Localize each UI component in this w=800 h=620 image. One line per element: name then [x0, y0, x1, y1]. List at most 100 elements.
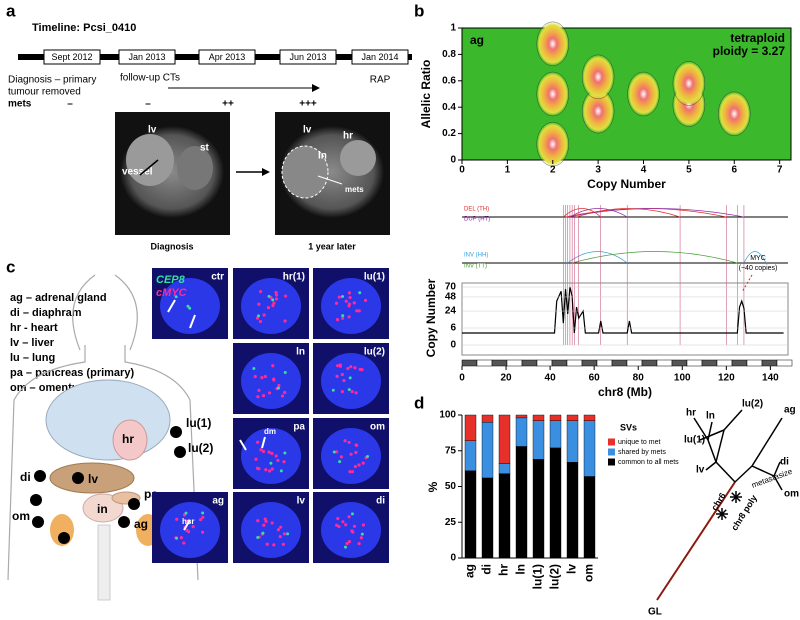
nucleus	[321, 278, 381, 334]
sample-site	[58, 532, 70, 544]
signal	[283, 371, 287, 375]
leaf-label: di	[780, 457, 789, 468]
signal	[256, 395, 260, 399]
root-label: GL	[648, 607, 662, 618]
x-tick-label: hr	[497, 564, 511, 576]
signal	[352, 301, 356, 305]
intestine	[82, 493, 124, 523]
signal	[267, 450, 271, 454]
nucleus	[241, 502, 301, 558]
ct-organ	[340, 140, 376, 176]
sv-arc	[743, 251, 767, 264]
y-tick-label: 25	[445, 517, 457, 528]
x-axis-label: Copy Number	[587, 177, 666, 191]
signal	[264, 468, 268, 472]
bar-segment	[549, 420, 562, 449]
leaf-label: om	[784, 489, 799, 500]
signal	[331, 388, 335, 392]
signal	[341, 314, 345, 318]
signal	[358, 291, 362, 295]
sample-site	[128, 498, 140, 510]
x-tick-label: 2	[550, 165, 556, 176]
signal	[346, 366, 350, 371]
signal	[258, 319, 263, 324]
tissue-key: ag – adrenal gland	[10, 292, 107, 304]
signal	[336, 364, 340, 368]
x-tick-label: 1	[505, 165, 511, 176]
bar-segment	[464, 414, 477, 441]
liver	[49, 462, 135, 494]
x-tick-label: 80	[633, 373, 645, 384]
signal	[201, 530, 205, 534]
signal	[261, 394, 266, 398]
signal	[256, 519, 260, 523]
annotation: ploidy = 3.27	[713, 44, 786, 58]
mets-level: ++	[222, 99, 234, 110]
signal	[174, 295, 178, 299]
signal	[366, 455, 370, 459]
signal	[349, 365, 353, 369]
signal	[260, 375, 264, 380]
pointer	[139, 159, 159, 176]
ideogram-band	[641, 359, 658, 367]
y-tick-label: 6	[450, 323, 456, 334]
signal	[355, 443, 359, 447]
peak	[536, 21, 569, 67]
sv-type: INV (TT)	[464, 264, 487, 270]
branch	[693, 417, 709, 441]
copy-number-line	[462, 286, 784, 334]
annotation: MYC	[750, 255, 766, 262]
ct-label: lv	[303, 125, 312, 136]
signal	[358, 367, 362, 371]
signal	[270, 467, 274, 471]
legend-title: SVs	[620, 422, 637, 432]
signal	[283, 294, 288, 298]
signal	[257, 314, 261, 318]
bar-segment	[515, 446, 528, 559]
signal	[272, 378, 276, 382]
signal	[347, 515, 351, 519]
signal	[274, 297, 279, 301]
legend-label: common to all mets	[618, 459, 679, 466]
y-tick-label: 0.2	[442, 128, 456, 139]
signal	[262, 313, 266, 317]
spine	[97, 524, 111, 601]
signal	[354, 450, 358, 455]
nucleus	[321, 428, 381, 484]
sv-arc	[567, 208, 745, 218]
bar-segment	[481, 414, 494, 423]
legend-label: unique to met	[618, 439, 660, 446]
x-tick-label: 5	[686, 165, 692, 176]
bar-segment	[515, 414, 528, 419]
annotation: (~40 copies)	[739, 265, 778, 272]
signal	[276, 528, 281, 532]
signal	[186, 530, 191, 534]
signal	[360, 532, 364, 536]
signal	[279, 525, 283, 529]
signal	[257, 388, 261, 392]
signal	[336, 516, 340, 521]
ideogram-band	[761, 359, 778, 367]
x-tick-label: 140	[762, 373, 779, 384]
signal	[332, 450, 336, 454]
signal	[344, 299, 348, 303]
ideogram-band	[461, 359, 478, 367]
legend-swatch	[608, 438, 615, 446]
sample-site	[32, 516, 44, 528]
branch	[715, 429, 725, 463]
sample-site	[30, 494, 42, 506]
y-tick-label: 0.8	[442, 49, 456, 60]
body-label: di	[20, 470, 31, 484]
ideogram-band	[491, 359, 508, 367]
signal	[335, 450, 339, 454]
signal	[256, 536, 260, 540]
tissue-key: lv – liver	[10, 337, 55, 349]
x-tick-label: lu(2)	[548, 564, 562, 589]
y-tick-label: 1	[450, 23, 456, 34]
bar-segment	[481, 477, 494, 559]
signal	[357, 309, 361, 313]
signal	[344, 523, 348, 527]
tree-event: chr6	[709, 491, 728, 512]
signal	[347, 388, 351, 392]
signal	[349, 452, 353, 456]
